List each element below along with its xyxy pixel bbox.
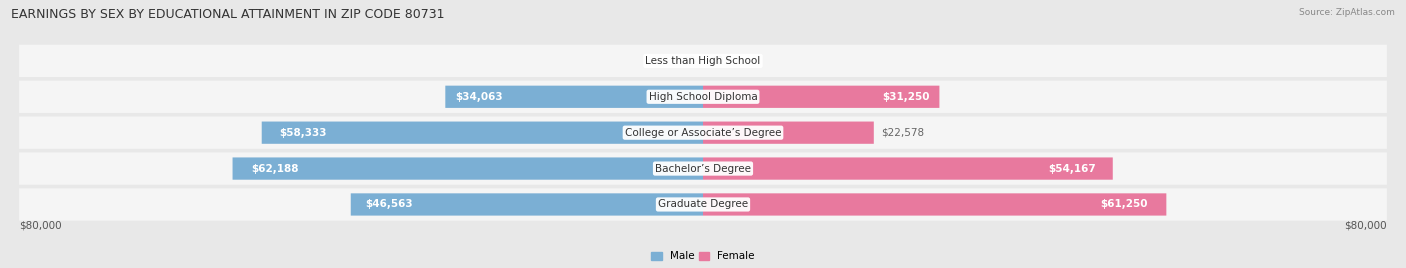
Text: $0: $0 — [682, 56, 696, 66]
FancyBboxPatch shape — [703, 193, 1167, 215]
FancyBboxPatch shape — [446, 86, 703, 108]
Text: $46,563: $46,563 — [364, 199, 412, 210]
Text: High School Diploma: High School Diploma — [648, 92, 758, 102]
Text: $61,250: $61,250 — [1101, 199, 1147, 210]
Text: Less than High School: Less than High School — [645, 56, 761, 66]
FancyBboxPatch shape — [20, 152, 1386, 185]
FancyBboxPatch shape — [20, 188, 1386, 221]
FancyBboxPatch shape — [703, 122, 873, 144]
Text: $80,000: $80,000 — [20, 220, 62, 230]
Text: College or Associate’s Degree: College or Associate’s Degree — [624, 128, 782, 138]
FancyBboxPatch shape — [703, 157, 1112, 180]
Text: Source: ZipAtlas.com: Source: ZipAtlas.com — [1299, 8, 1395, 17]
Text: Bachelor’s Degree: Bachelor’s Degree — [655, 163, 751, 174]
Text: Graduate Degree: Graduate Degree — [658, 199, 748, 210]
Text: $22,578: $22,578 — [882, 128, 924, 138]
Text: EARNINGS BY SEX BY EDUCATIONAL ATTAINMENT IN ZIP CODE 80731: EARNINGS BY SEX BY EDUCATIONAL ATTAINMEN… — [11, 8, 444, 21]
FancyBboxPatch shape — [20, 81, 1386, 113]
Text: $31,250: $31,250 — [883, 92, 929, 102]
FancyBboxPatch shape — [703, 86, 939, 108]
Legend: Male, Female: Male, Female — [647, 247, 759, 266]
Text: $54,167: $54,167 — [1049, 163, 1097, 174]
FancyBboxPatch shape — [20, 117, 1386, 149]
Text: $80,000: $80,000 — [1344, 220, 1386, 230]
Text: $34,063: $34,063 — [456, 92, 503, 102]
FancyBboxPatch shape — [232, 157, 703, 180]
Text: $58,333: $58,333 — [280, 128, 326, 138]
FancyBboxPatch shape — [20, 45, 1386, 77]
Text: $0: $0 — [710, 56, 724, 66]
FancyBboxPatch shape — [262, 122, 703, 144]
FancyBboxPatch shape — [350, 193, 703, 215]
Text: $62,188: $62,188 — [252, 163, 299, 174]
